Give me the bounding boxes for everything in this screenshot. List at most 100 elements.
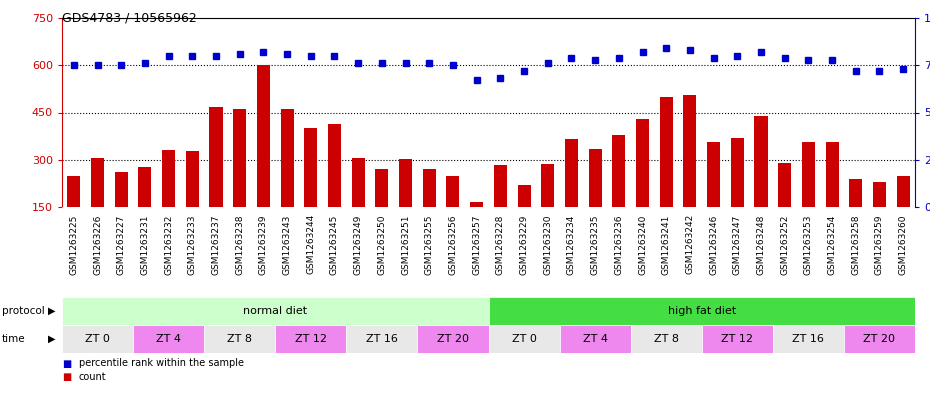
- Text: GSM1263260: GSM1263260: [898, 214, 908, 275]
- Text: count: count: [79, 372, 106, 382]
- Bar: [488, 325, 560, 353]
- Text: ZT 0: ZT 0: [86, 334, 110, 344]
- Text: ZT 16: ZT 16: [792, 334, 824, 344]
- Text: ZT 8: ZT 8: [227, 334, 252, 344]
- Bar: [399, 159, 412, 207]
- Bar: [517, 185, 530, 207]
- Bar: [612, 134, 625, 207]
- Text: GSM1263248: GSM1263248: [756, 214, 765, 275]
- Text: GSM1263225: GSM1263225: [70, 214, 78, 275]
- Text: ZT 0: ZT 0: [512, 334, 537, 344]
- Text: GSM1263243: GSM1263243: [283, 214, 292, 275]
- Text: GSM1263231: GSM1263231: [140, 214, 150, 275]
- Bar: [494, 165, 507, 207]
- Text: GSM1263239: GSM1263239: [259, 214, 268, 275]
- Bar: [659, 97, 672, 207]
- Bar: [773, 325, 844, 353]
- Bar: [565, 139, 578, 207]
- Text: GSM1263237: GSM1263237: [211, 214, 220, 275]
- Text: time: time: [2, 334, 26, 344]
- Text: GDS4783 / 10565962: GDS4783 / 10565962: [62, 12, 197, 25]
- Text: GSM1263229: GSM1263229: [520, 214, 528, 275]
- Bar: [62, 325, 133, 353]
- Text: ZT 12: ZT 12: [295, 334, 326, 344]
- Text: GSM1263254: GSM1263254: [828, 214, 837, 275]
- Bar: [205, 325, 275, 353]
- Text: ■: ■: [62, 358, 72, 369]
- Text: ZT 20: ZT 20: [863, 334, 896, 344]
- Bar: [352, 158, 365, 207]
- Bar: [560, 325, 631, 353]
- Bar: [471, 202, 484, 207]
- Text: GSM1263234: GSM1263234: [567, 214, 576, 275]
- Bar: [778, 163, 791, 207]
- Bar: [304, 128, 317, 207]
- Bar: [139, 167, 152, 207]
- Text: GSM1263240: GSM1263240: [638, 214, 647, 275]
- Text: GSM1263259: GSM1263259: [875, 214, 884, 275]
- Text: GSM1263247: GSM1263247: [733, 214, 742, 275]
- Bar: [257, 65, 270, 207]
- Text: GSM1263226: GSM1263226: [93, 214, 102, 275]
- Text: ZT 16: ZT 16: [365, 334, 398, 344]
- Bar: [849, 179, 862, 207]
- Bar: [754, 116, 767, 207]
- Text: GSM1263256: GSM1263256: [448, 214, 458, 275]
- Text: GSM1263251: GSM1263251: [401, 214, 410, 275]
- Text: GSM1263245: GSM1263245: [330, 214, 339, 275]
- Text: ZT 8: ZT 8: [654, 334, 679, 344]
- Text: ZT 4: ZT 4: [156, 334, 181, 344]
- Bar: [346, 325, 418, 353]
- Bar: [541, 165, 554, 207]
- Text: GSM1263242: GSM1263242: [685, 214, 695, 274]
- Text: ZT 4: ZT 4: [582, 334, 607, 344]
- Bar: [162, 150, 175, 207]
- Text: ■: ■: [62, 372, 72, 382]
- Text: GSM1263249: GSM1263249: [353, 214, 363, 275]
- Bar: [67, 176, 80, 207]
- Text: GSM1263258: GSM1263258: [851, 214, 860, 275]
- Bar: [62, 297, 488, 325]
- Text: normal diet: normal diet: [243, 306, 307, 316]
- Bar: [707, 142, 720, 207]
- Bar: [275, 325, 346, 353]
- Text: GSM1263235: GSM1263235: [591, 214, 600, 275]
- Bar: [233, 109, 246, 207]
- Bar: [589, 149, 602, 207]
- Bar: [684, 95, 697, 207]
- Text: GSM1263244: GSM1263244: [306, 214, 315, 274]
- Text: GSM1263227: GSM1263227: [117, 214, 126, 275]
- Bar: [328, 123, 341, 207]
- Bar: [826, 142, 839, 207]
- Text: GSM1263238: GSM1263238: [235, 214, 245, 275]
- Text: GSM1263246: GSM1263246: [709, 214, 718, 275]
- Text: ▶: ▶: [47, 306, 55, 316]
- Bar: [702, 325, 773, 353]
- Bar: [446, 176, 459, 207]
- Text: ▶: ▶: [47, 334, 55, 344]
- Text: GSM1263233: GSM1263233: [188, 214, 197, 275]
- Text: GSM1263257: GSM1263257: [472, 214, 481, 275]
- Bar: [488, 297, 915, 325]
- Bar: [418, 325, 488, 353]
- Bar: [209, 107, 222, 207]
- Text: ZT 12: ZT 12: [722, 334, 753, 344]
- Bar: [281, 109, 294, 207]
- Text: GSM1263228: GSM1263228: [496, 214, 505, 275]
- Bar: [376, 169, 389, 207]
- Text: GSM1263255: GSM1263255: [425, 214, 433, 275]
- Text: protocol: protocol: [2, 306, 45, 316]
- Bar: [631, 325, 702, 353]
- Text: GSM1263253: GSM1263253: [804, 214, 813, 275]
- Text: GSM1263250: GSM1263250: [378, 214, 386, 275]
- Text: GSM1263236: GSM1263236: [615, 214, 623, 275]
- Text: percentile rank within the sample: percentile rank within the sample: [79, 358, 244, 369]
- Bar: [897, 176, 910, 207]
- Text: high fat diet: high fat diet: [668, 306, 736, 316]
- Text: GSM1263230: GSM1263230: [543, 214, 552, 275]
- Bar: [133, 325, 205, 353]
- Text: ZT 20: ZT 20: [437, 334, 469, 344]
- Bar: [844, 325, 915, 353]
- Bar: [186, 151, 199, 207]
- Bar: [802, 142, 815, 207]
